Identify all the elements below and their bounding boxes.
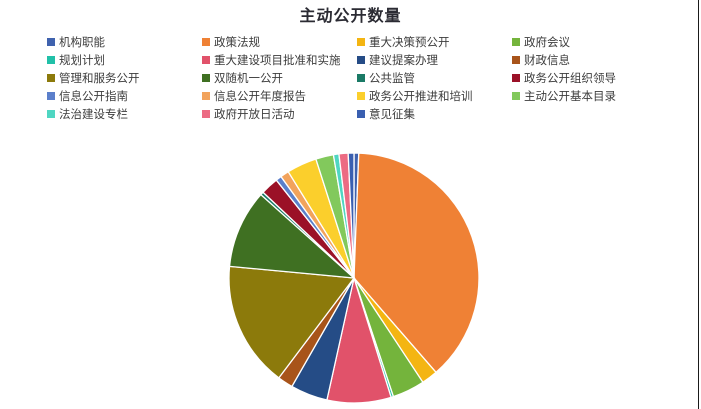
legend-item-label: 意见征集 — [369, 106, 415, 121]
legend-swatch-icon — [512, 92, 520, 100]
page-title: 主动公开数量 — [299, 6, 402, 25]
legend-swatch-icon — [47, 74, 55, 82]
legend-item-label: 政务公开推进和培训 — [369, 88, 473, 103]
canvas-right-border — [698, 0, 699, 409]
legend-swatch-icon — [512, 56, 520, 64]
pie-slice[interactable] — [228, 265, 356, 379]
legend-item[interactable]: 政府开放日活动 — [202, 106, 357, 121]
legend-item-label: 财政信息 — [524, 52, 570, 67]
pie-slice[interactable] — [347, 152, 355, 279]
pie-slice[interactable] — [228, 193, 356, 279]
legend-swatch-icon — [357, 92, 365, 100]
legend-item[interactable]: 信息公开指南 — [47, 88, 202, 103]
legend-item[interactable]: 机构职能 — [47, 34, 202, 49]
legend-swatch-icon — [47, 92, 55, 100]
legend-swatch-icon — [202, 38, 210, 46]
legend-item-label: 重大建设项目批准和实施 — [214, 52, 341, 67]
legend-swatch-icon — [202, 110, 210, 118]
pie-chart — [228, 152, 480, 404]
legend-item[interactable]: 建议提案办理 — [357, 52, 512, 67]
legend-item[interactable]: 重大建设项目批准和实施 — [202, 52, 357, 67]
legend-item-label: 信息公开年度报告 — [214, 88, 306, 103]
pie-chart-svg — [228, 152, 480, 404]
legend-item-label: 政府会议 — [524, 34, 570, 49]
pie-slice[interactable] — [353, 152, 480, 374]
legend-item[interactable]: 公共监管 — [357, 70, 512, 85]
legend-item[interactable]: 政府会议 — [512, 34, 667, 49]
legend-item[interactable]: 信息公开年度报告 — [202, 88, 357, 103]
legend-swatch-icon — [202, 56, 210, 64]
legend-item-label: 主动公开基本目录 — [524, 88, 616, 103]
legend-swatch-icon — [47, 110, 55, 118]
legend-item[interactable]: 重大决策预公开 — [357, 34, 512, 49]
legend-swatch-icon — [512, 38, 520, 46]
legend-swatch-icon — [47, 38, 55, 46]
legend-item-label: 法治建设专栏 — [59, 106, 128, 121]
legend-swatch-icon — [357, 110, 365, 118]
legend-item[interactable]: 双随机一公开 — [202, 70, 357, 85]
legend-item-label: 政务公开组织领导 — [524, 70, 616, 85]
legend-item[interactable]: 政策法规 — [202, 34, 357, 49]
legend-swatch-icon — [512, 74, 520, 82]
legend-item-label: 信息公开指南 — [59, 88, 128, 103]
legend-swatch-icon — [47, 56, 55, 64]
legend-item[interactable]: 管理和服务公开 — [47, 70, 202, 85]
legend-item[interactable]: 政务公开推进和培训 — [357, 88, 512, 103]
legend-item-label: 规划计划 — [59, 52, 105, 67]
legend-item[interactable]: 政务公开组织领导 — [512, 70, 667, 85]
legend-swatch-icon — [202, 74, 210, 82]
legend-item[interactable]: 财政信息 — [512, 52, 667, 67]
chart-legend: 机构职能 政策法规 重大决策预公开 政府会议规划计划 重大建设项目批准和实施 建议提案办理… — [47, 33, 667, 123]
legend-item[interactable]: 意见征集 — [357, 106, 512, 121]
legend-item-label: 政策法规 — [214, 34, 260, 49]
legend-item-label: 双随机一公开 — [214, 70, 283, 85]
legend-item-label: 机构职能 — [59, 34, 105, 49]
legend-item[interactable]: 规划计划 — [47, 52, 202, 67]
legend-swatch-icon — [357, 74, 365, 82]
legend-item-label: 重大决策预公开 — [369, 34, 450, 49]
legend-item-label: 建议提案办理 — [369, 52, 438, 67]
legend-item-label: 政府开放日活动 — [214, 106, 295, 121]
legend-item[interactable]: 法治建设专栏 — [47, 106, 202, 121]
legend-item-label: 公共监管 — [369, 70, 415, 85]
legend-swatch-icon — [202, 92, 210, 100]
legend-swatch-icon — [357, 56, 365, 64]
legend-item[interactable]: 主动公开基本目录 — [512, 88, 667, 103]
legend-item-label: 管理和服务公开 — [59, 70, 140, 85]
legend-swatch-icon — [357, 38, 365, 46]
